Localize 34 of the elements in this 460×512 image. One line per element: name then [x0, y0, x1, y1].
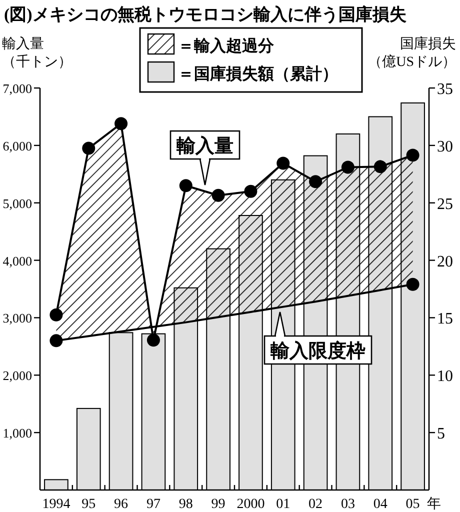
x-tick-label: 98 [178, 497, 193, 512]
chart-title: (図)メキシコの無税トウモロコシ輸入に伴う国庫損失 [4, 5, 406, 24]
x-axis-title: 年 [426, 496, 441, 512]
x-tick-label: 02 [308, 497, 323, 512]
y2-tick-label: 10 [437, 368, 453, 386]
y-tick-label: 5,000 [2, 196, 32, 211]
y-tick-label: 2,000 [2, 368, 32, 384]
x-tick-label: 03 [340, 497, 355, 512]
y2-tick-label: 20 [437, 253, 453, 270]
series-label: 輸入量 [176, 135, 234, 157]
x-tick-label: 05 [406, 497, 420, 512]
y-axis-title: 輸入量（千トン） [2, 36, 72, 70]
y-tick-label: 4,000 [2, 253, 32, 268]
x-tick-label: 96 [114, 497, 128, 512]
x-tick-label: 99 [211, 497, 226, 512]
y2-tick-label: 25 [437, 196, 453, 213]
y-tick-label: 1,000 [2, 426, 32, 441]
legend-label: ＝国庫損失額（累計） [178, 64, 338, 83]
legend: ＝輸入超過分 ＝国庫損失額（累計） [139, 27, 363, 93]
x-tick-label: 01 [276, 497, 290, 512]
y-tick-label: 6,000 [2, 138, 32, 154]
series-label: 輸入限度枠 [270, 340, 366, 362]
y-tick-label: 3,000 [2, 310, 32, 326]
y2-tick-label: 15 [437, 310, 453, 328]
x-tick-label: 2000 [236, 497, 265, 512]
y-tick-label: 7,000 [2, 81, 32, 96]
x-tick-label: 97 [146, 497, 160, 512]
y2-tick-label: 35 [437, 81, 453, 98]
x-tick-label: 04 [373, 497, 388, 512]
x-tick-label: 1994 [42, 497, 70, 512]
y2-tick-label: 5 [437, 426, 445, 443]
y2-axis-title: 国庫損失（億USドル） [368, 36, 456, 70]
y2-tick-label: 30 [437, 138, 453, 156]
x-tick-label: 95 [82, 497, 96, 512]
